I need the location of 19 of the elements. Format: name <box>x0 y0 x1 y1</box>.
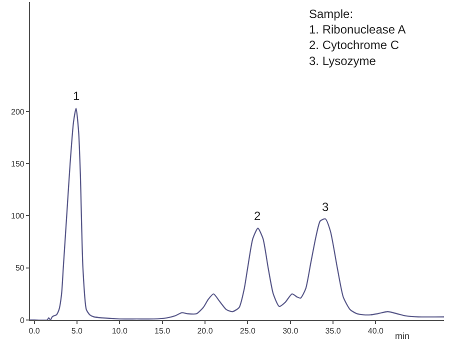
x-tick-label: 5.0 <box>71 326 84 336</box>
x-tick-label: 10.0 <box>112 326 128 336</box>
x-tick-label: 30.0 <box>282 326 299 336</box>
annotation: Sample: 1. Ribonuclease A 2. Cytochrome C 3. Lysozyme <box>309 7 406 68</box>
x-tick-label: 15.0 <box>154 326 171 336</box>
x-tick-label: 25.0 <box>240 326 256 336</box>
y-tick-label: 200 <box>11 107 25 116</box>
x-tick-label: 0.0 <box>28 326 40 336</box>
annotation: 1 <box>73 89 80 103</box>
x-axis-title: min <box>395 331 410 341</box>
x-tick-label: 20.0 <box>197 326 214 336</box>
x-tick-label: 35.0 <box>325 326 342 336</box>
y-tick-label: 0 <box>20 316 25 325</box>
y-tick-label: 50 <box>15 264 25 273</box>
y-tick-label: 150 <box>11 159 25 168</box>
y-tick-label: 100 <box>11 212 25 221</box>
x-tick-label: 40.0 <box>368 326 384 336</box>
annotation: 3 <box>322 200 329 214</box>
annotation: 2 <box>254 209 261 223</box>
